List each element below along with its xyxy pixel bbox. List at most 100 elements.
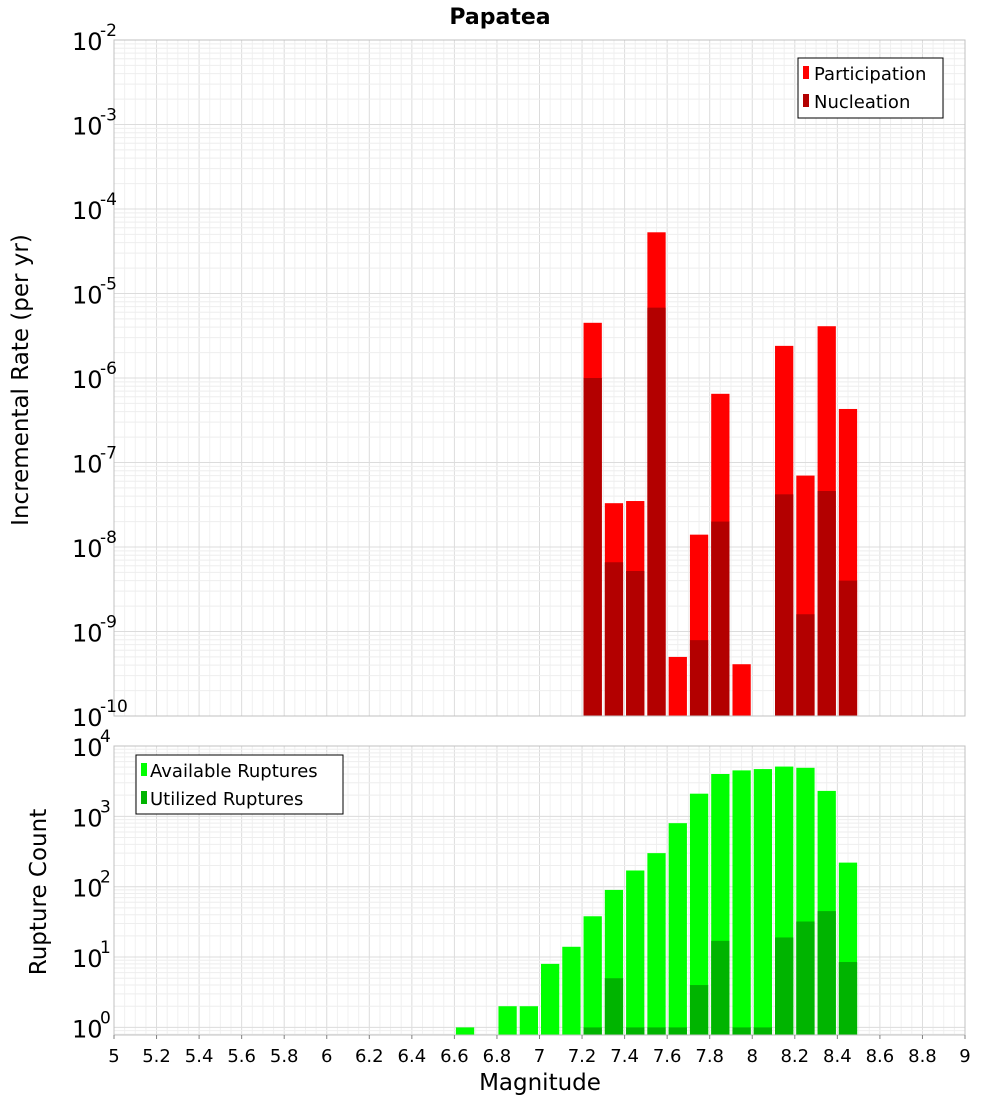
rate-y-axis-label: Incremental Rate (per yr) (8, 234, 34, 526)
bar-available-ruptures (732, 770, 751, 1035)
y-tick-exponent: 4 (100, 727, 111, 747)
y-tick-base: 10 (72, 945, 103, 973)
bar-nucleation (689, 640, 709, 716)
bar-utilized-ruptures (796, 921, 815, 1035)
bar-nucleation (838, 580, 858, 716)
legend-swatch-nucleation (803, 94, 809, 107)
rate-legend-box (797, 57, 944, 119)
y-tick-base: 10 (72, 734, 103, 762)
x-tick-label: 6.8 (483, 1046, 512, 1067)
bar-participation (732, 664, 751, 716)
bar-utilized-ruptures (775, 937, 794, 1035)
bar-available-ruptures (753, 769, 773, 1035)
bar-available-ruptures (583, 916, 602, 1035)
y-tick-exponent: -10 (100, 697, 128, 717)
bar-utilized-ruptures (753, 1027, 773, 1035)
x-tick-label: 7 (534, 1046, 545, 1067)
rate-grid (113, 39, 966, 717)
bar-available-ruptures (647, 853, 666, 1035)
bar-utilized-ruptures (838, 962, 858, 1035)
x-axis-label: Magnitude (479, 1070, 601, 1096)
legend-swatch-participation (803, 66, 809, 79)
y-tick-base: 10 (72, 28, 103, 56)
bar-utilized-ruptures (711, 940, 730, 1035)
x-tick-label: 7.6 (653, 1046, 682, 1067)
y-tick-exponent: -7 (100, 444, 117, 464)
y-tick-label: 104 (72, 727, 111, 762)
legend-swatch-available (141, 763, 147, 776)
y-tick-label: 103 (72, 797, 111, 832)
y-tick-exponent: -4 (100, 190, 117, 210)
bar-nucleation (583, 378, 602, 716)
bar-available-ruptures (668, 823, 687, 1035)
count-legend: Available Ruptures Utilized Ruptures (135, 754, 344, 815)
bar-available-ruptures (455, 1027, 475, 1035)
y-tick-label: 10-5 (72, 275, 117, 310)
y-tick-base: 10 (72, 282, 103, 310)
y-tick-base: 10 (72, 451, 103, 479)
x-tick-label: 6.4 (398, 1046, 427, 1067)
bar-available-ruptures (519, 1006, 538, 1035)
y-tick-exponent: -2 (100, 21, 117, 41)
bar-participation (668, 656, 687, 716)
bar-utilized-ruptures (668, 1027, 687, 1035)
y-tick-exponent: -6 (100, 359, 117, 379)
bar-utilized-ruptures (626, 1027, 645, 1035)
x-tick-label: 6 (321, 1046, 332, 1067)
x-tick-label: 8.8 (908, 1046, 937, 1067)
x-tick-label: 8 (747, 1046, 758, 1067)
y-tick-label: 10-2 (72, 21, 117, 56)
x-tick-label: 5 (108, 1046, 119, 1067)
count-legend-box (135, 754, 344, 815)
y-tick-exponent: 1 (100, 938, 111, 958)
y-tick-exponent: 2 (100, 868, 111, 888)
x-tick-label: 9 (959, 1046, 970, 1067)
x-tick-label: 7.4 (610, 1046, 639, 1067)
count-y-axis-label: Rupture Count (26, 809, 52, 975)
y-tick-base: 10 (72, 620, 103, 648)
bar-utilized-ruptures (732, 1027, 751, 1035)
x-tick-label: 8.2 (780, 1046, 809, 1067)
legend-label-available: Available Ruptures (150, 761, 318, 782)
bar-utilized-ruptures (817, 911, 836, 1035)
y-tick-label: 10-7 (72, 444, 117, 479)
y-tick-base: 10 (72, 875, 103, 903)
bar-nucleation (775, 494, 794, 716)
x-tick-label: 5.4 (185, 1046, 214, 1067)
bar-utilized-ruptures (689, 985, 709, 1035)
x-tick-label: 6.6 (440, 1046, 469, 1067)
y-tick-exponent: -3 (100, 106, 117, 126)
y-tick-exponent: -9 (100, 613, 117, 633)
y-tick-label: 10-9 (72, 613, 117, 648)
rate-legend: Participation Nucleation (797, 57, 944, 119)
y-tick-label: 102 (72, 868, 111, 903)
bar-nucleation (711, 521, 730, 716)
bar-nucleation (626, 570, 645, 716)
y-tick-label: 10-3 (72, 106, 117, 141)
legend-label-participation: Participation (814, 64, 926, 85)
bar-nucleation (647, 307, 666, 716)
x-tick-label: 5.2 (142, 1046, 171, 1067)
x-ticks: 5 5.2 5.4 5.6 5.8 6 6.2 6.4 6.6 6.8 7 7.2 7.4 7.6 7.8 8… (108, 1035, 971, 1067)
bar-nucleation (796, 614, 815, 716)
count-bars (455, 766, 858, 1035)
legend-swatch-utilized (141, 791, 147, 804)
bar-available-ruptures (498, 1006, 517, 1035)
y-tick-base: 10 (72, 804, 103, 832)
x-tick-label: 5.6 (227, 1046, 256, 1067)
bar-available-ruptures (541, 963, 560, 1035)
x-tick-label: 7.8 (695, 1046, 724, 1067)
x-tick-label: 6.2 (355, 1046, 384, 1067)
y-tick-base: 10 (72, 535, 103, 563)
y-tick-exponent: 3 (100, 797, 111, 817)
y-tick-exponent: -8 (100, 528, 117, 548)
y-tick-label: 100 (72, 1008, 111, 1043)
y-tick-label: 10-8 (72, 528, 117, 563)
bar-available-ruptures (689, 793, 709, 1035)
x-tick-label: 7.2 (568, 1046, 597, 1067)
